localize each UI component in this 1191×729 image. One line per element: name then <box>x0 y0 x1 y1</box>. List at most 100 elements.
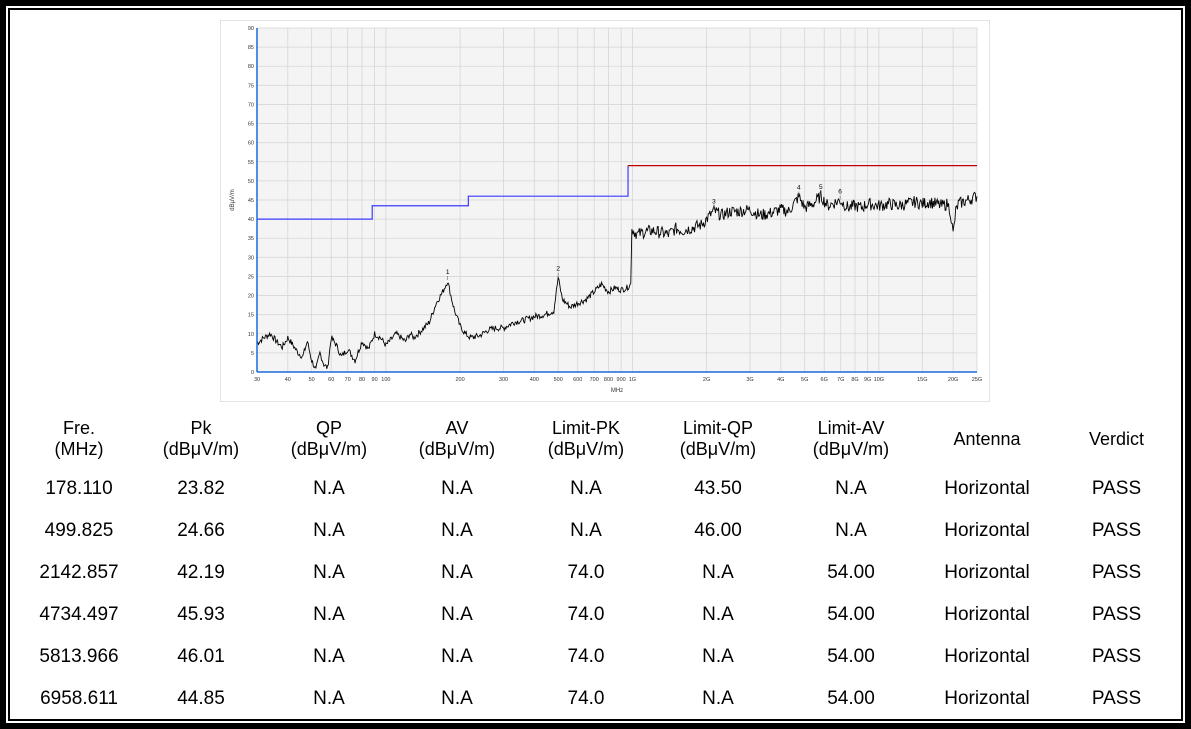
y-tick-label: 65 <box>248 122 254 128</box>
header-line: (MHz) <box>54 439 104 459</box>
table-cell: 43.50 <box>694 478 742 499</box>
x-tick-label: 40 <box>285 377 291 383</box>
table-cell: 5813.966 <box>39 646 119 667</box>
table-cell: 54.00 <box>827 604 875 625</box>
table-cell: Horizontal <box>944 688 1030 709</box>
y-tick-label: 85 <box>248 45 254 51</box>
x-tick-label: 1G <box>629 377 636 383</box>
x-tick-label: 25G <box>972 377 982 383</box>
table-cell: N.A <box>441 646 473 667</box>
y-tick-label: 50 <box>248 179 254 185</box>
marker-label: 5 <box>819 184 823 191</box>
x-tick-label: 900 <box>617 377 626 383</box>
table-cell: 23.82 <box>177 478 225 499</box>
grid-lines <box>256 27 978 373</box>
column-header: AV (dBμV/m) <box>394 410 520 468</box>
measurement-traces <box>256 190 978 370</box>
header-line: (dBμV/m) <box>812 439 890 459</box>
table-cell: N.A <box>835 520 867 541</box>
x-tick-label: 8G <box>851 377 858 383</box>
y-tick-label: 90 <box>248 26 254 32</box>
header-line: Limit-AV <box>817 418 885 438</box>
table-cell: 54.00 <box>827 646 875 667</box>
column-header: Limit-PK (dBμV/m) <box>520 410 652 468</box>
table-cell: 74.0 <box>567 604 605 625</box>
marker-label: 4 <box>797 184 801 191</box>
x-tick-label: 3G <box>746 377 753 383</box>
column-header: Antenna <box>918 410 1056 468</box>
x-tick-label: 400 <box>530 377 539 383</box>
table-cell: N.A <box>313 604 345 625</box>
header-line: Antenna <box>953 428 1021 449</box>
y-tick-label: 35 <box>248 236 254 242</box>
table-cell: Horizontal <box>944 604 1030 625</box>
table-cell: Horizontal <box>944 646 1030 667</box>
y-tick-label: 70 <box>248 102 254 108</box>
column-header: Limit-AV (dBμV/m) <box>784 410 918 468</box>
table-cell: 4734.497 <box>39 604 119 625</box>
table-cell: PASS <box>1091 646 1142 667</box>
y-tick-label: 40 <box>248 217 254 223</box>
table-cell: N.A <box>313 520 345 541</box>
limit-lines <box>257 165 977 220</box>
results-table: Fre. (MHz) Pk (dBμV/m) QP (dBμV/m) AV (dBμV/m) L… <box>20 410 1177 720</box>
x-tick-label: 70 <box>345 377 351 383</box>
measurement-trace <box>256 190 978 370</box>
header-line: (dBμV/m) <box>418 439 496 459</box>
table-cell: 46.01 <box>177 646 225 667</box>
table-body: 178.110 23.82 N.A N.A N.A 43.50 N.A Horizontal P… <box>20 468 1177 720</box>
y-tick-label: 0 <box>251 370 254 376</box>
table-row: 4734.497 45.93 N.A N.A 74.0 N.A 54.00 Horizonta… <box>20 594 1177 636</box>
table-cell: PASS <box>1091 688 1142 709</box>
y-axis-label: dBμV/m <box>230 189 236 210</box>
y-tick-label: 30 <box>248 255 254 261</box>
x-tick-label: 6G <box>821 377 828 383</box>
x-tick-label: 4G <box>777 377 784 383</box>
table-cell: 54.00 <box>827 688 875 709</box>
y-tick-label: 15 <box>248 313 254 319</box>
y-tick-label: 80 <box>248 64 254 70</box>
header-line: Verdict <box>1088 428 1145 449</box>
table-cell: 45.93 <box>177 604 225 625</box>
table-header-row: Fre. (MHz) Pk (dBμV/m) QP (dBμV/m) AV (dBμV/m) L… <box>20 410 1177 468</box>
table-cell: N.A <box>313 478 345 499</box>
table-cell: N.A <box>702 604 734 625</box>
header-line: (dBμV/m) <box>162 439 240 459</box>
peak-markers: 1 2 3 4 5 6 <box>446 184 842 280</box>
y-tick-label: 25 <box>248 274 254 280</box>
column-header: Fre. (MHz) <box>20 410 138 468</box>
table-cell: 24.66 <box>177 520 225 541</box>
table-cell: 74.0 <box>567 688 605 709</box>
marker-label: 1 <box>446 269 450 276</box>
table-cell: N.A <box>313 562 345 583</box>
table-cell: 499.825 <box>44 520 114 541</box>
table-cell: 42.19 <box>177 562 225 583</box>
x-tick-label: 500 <box>554 377 563 383</box>
table-cell: N.A <box>441 562 473 583</box>
column-header: Limit-QP (dBμV/m) <box>652 410 784 468</box>
x-tick-label: 15G <box>917 377 927 383</box>
table-cell: 44.85 <box>177 688 225 709</box>
y-tick-label: 10 <box>248 332 254 338</box>
x-tick-label: 2G <box>703 377 710 383</box>
x-tick-label: 200 <box>456 377 465 383</box>
marker-label: 2 <box>556 266 560 273</box>
x-tick-label: 7G <box>837 377 844 383</box>
x-tick-label: 600 <box>573 377 582 383</box>
table-cell: N.A <box>313 688 345 709</box>
table-cell: 6958.611 <box>40 688 118 709</box>
header-line: (dBμV/m) <box>290 439 368 459</box>
table-cell: 74.0 <box>567 646 605 667</box>
table-cell: N.A <box>835 478 867 499</box>
column-header: Verdict <box>1056 410 1177 468</box>
table-cell: N.A <box>702 688 734 709</box>
x-tick-label: 700 <box>590 377 599 383</box>
table-cell: N.A <box>441 604 473 625</box>
inner-frame <box>8 8 1183 721</box>
x-tick-label: 9G <box>864 377 871 383</box>
table-cell: N.A <box>441 478 473 499</box>
x-tick-label: 100 <box>381 377 390 383</box>
